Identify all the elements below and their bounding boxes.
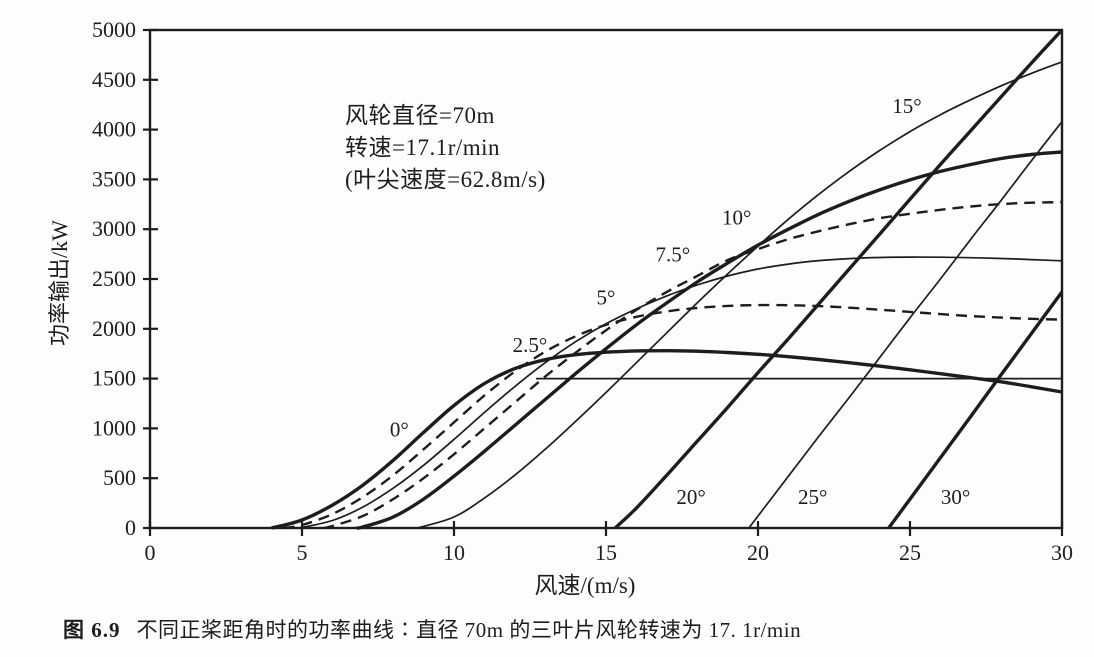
curve-2-5deg — [283, 303, 1063, 530]
y-tick-label: 3000 — [92, 216, 136, 241]
curve-label-30deg: 30° — [941, 485, 970, 509]
curve-label-7-5deg: 7.5° — [656, 243, 691, 267]
x-tick-label: 25 — [899, 540, 921, 565]
x-tick-label: 5 — [297, 540, 308, 565]
curve-0deg — [271, 348, 1063, 530]
curve-label-5deg: 5° — [597, 285, 616, 309]
annotation-block: 风轮直径=70m 转速=17.1r/min (叶尖速度=62.8m/s) — [345, 100, 546, 196]
curve-20deg — [613, 28, 1064, 530]
x-tick-label: 15 — [595, 540, 617, 565]
caption-text: 不同正桨距角时的功率曲线∶直径 70m 的三叶片风轮转速为 17. 1r/min — [136, 618, 802, 642]
curve-label-0deg: 0° — [390, 417, 409, 441]
annotation-line-rotation-speed: 转速=17.1r/min — [345, 135, 501, 160]
x-tick-label: 20 — [747, 540, 769, 565]
figure-caption: 图 6.9 不同正桨距角时的功率曲线∶直径 70m 的三叶片风轮转速为 17. 1… — [63, 614, 801, 644]
curve-label-10deg: 10° — [722, 206, 751, 230]
x-axis-title: 风速/(m/s) — [534, 573, 636, 598]
y-tick-label: 1000 — [92, 415, 136, 440]
y-tick-label: 2500 — [92, 266, 136, 291]
x-tick-label: 10 — [443, 540, 465, 565]
annotation-line-rotor-diameter: 风轮直径=70m — [345, 103, 495, 128]
curve-5deg — [298, 256, 1063, 529]
y-tick-label: 500 — [103, 465, 136, 490]
curve-15deg — [417, 61, 1063, 529]
curve-30deg — [887, 290, 1064, 530]
y-tick-label: 0 — [125, 515, 136, 540]
plot-border — [148, 28, 1064, 530]
y-tick-label: 3500 — [92, 166, 136, 191]
y-tick-label: 4000 — [92, 117, 136, 142]
annotation-line-tip-speed: (叶尖速度=62.8m/s) — [345, 167, 546, 192]
y-tick-label: 2000 — [92, 316, 136, 341]
curve-label-2-5deg: 2.5° — [513, 333, 548, 357]
curve-10deg — [356, 150, 1063, 530]
curve-25deg — [748, 121, 1063, 529]
y-tick-label: 4500 — [92, 67, 136, 92]
curve-label-20deg: 20° — [676, 485, 705, 509]
curve-label-15deg: 15° — [892, 94, 921, 118]
x-tick-label: 0 — [145, 540, 156, 565]
curve-7-5deg — [323, 200, 1063, 530]
power-curves-chart: 0 5 10 15 20 25 30 0 500 1000 1500 2000 2500 3000 3500… — [92, 17, 1073, 565]
x-tick-label: 30 — [1051, 540, 1073, 565]
y-tick-label: 5000 — [92, 17, 136, 42]
y-axis-title: 功率输出/kW — [47, 220, 72, 346]
curve-label-25deg: 25° — [798, 485, 827, 509]
caption-number: 图 6.9 — [63, 618, 121, 642]
y-tick-label: 1500 — [92, 366, 136, 391]
